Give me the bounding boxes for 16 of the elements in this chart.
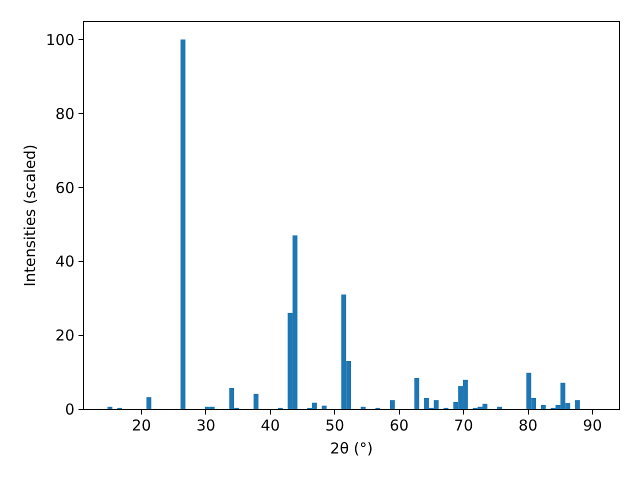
x-tick-label: 30: [196, 416, 216, 434]
x-tick-label: 70: [454, 416, 474, 434]
x-tick-label: 50: [325, 416, 344, 434]
x-tick-label: 80: [518, 416, 538, 434]
x-axis-title: 2θ (°): [330, 440, 373, 458]
y-tick-label: 40: [55, 252, 74, 271]
x-tick-label: 20: [132, 416, 152, 434]
x-tick-label: 60: [390, 416, 409, 434]
x-tick-label: 90: [582, 416, 602, 434]
x-tick-label: 40: [260, 416, 280, 434]
y-tick-label: 100: [46, 30, 74, 49]
y-axis-title: Intensities (scaled): [20, 144, 39, 287]
y-tick-label: 60: [55, 178, 74, 197]
y-tick-label: 0: [64, 400, 74, 418]
y-tick-label: 80: [55, 104, 74, 123]
y-tick-label: 20: [55, 326, 74, 345]
